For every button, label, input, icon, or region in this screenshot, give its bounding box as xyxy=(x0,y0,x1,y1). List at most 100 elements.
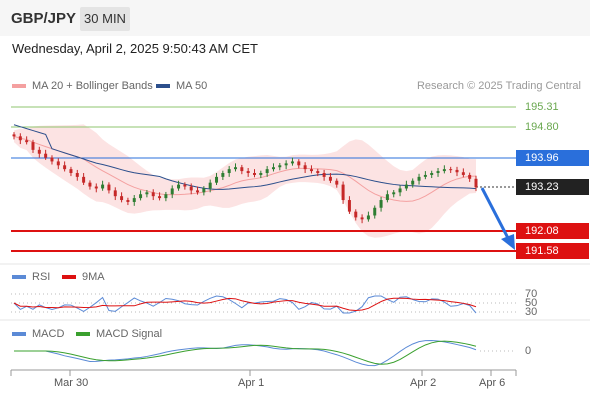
macd-line xyxy=(14,339,477,367)
legend-rsi-ma: 9MA xyxy=(62,271,105,283)
candle-body xyxy=(366,215,370,220)
candle-body xyxy=(234,167,238,170)
candle-body xyxy=(75,173,79,177)
candle-body xyxy=(341,184,345,201)
ma50-swatch-icon xyxy=(156,84,170,88)
legend-macd-label: MACD xyxy=(32,328,65,340)
legend-macd: MACD xyxy=(12,328,64,340)
bollinger-band-area xyxy=(14,124,476,238)
candle-body xyxy=(316,171,320,174)
candle-body xyxy=(215,176,219,183)
candle-body xyxy=(423,174,427,177)
pivot-label: 193.96 xyxy=(516,150,589,166)
candle-body xyxy=(31,142,35,150)
candle-body xyxy=(290,161,294,164)
legend-macd-signal: MACD Signal xyxy=(76,328,162,340)
rsi-30-label: 30 xyxy=(525,306,538,318)
credit-text: Research © 2025 Trading Central xyxy=(416,80,581,92)
candle-body xyxy=(44,153,48,158)
legend-rsi-label: RSI xyxy=(32,271,51,283)
forecast-arrow-icon xyxy=(480,187,515,250)
candle-body xyxy=(139,194,143,199)
legend-rsi: RSI xyxy=(12,271,50,283)
candle-body xyxy=(50,157,54,162)
rsi-70-label: 70 xyxy=(525,288,538,300)
x-tick-apr1: Apr 1 xyxy=(238,377,265,389)
instrument-title: GBP/JPY xyxy=(11,10,77,27)
timestamp: Wednesday, April 2, 2025 9:50:43 AM CET xyxy=(12,41,258,56)
legend-ma20-label: MA 20 + Bollinger Bands xyxy=(32,80,153,92)
legend-ma50-label: MA 50 xyxy=(176,80,208,92)
candle-body xyxy=(227,169,231,174)
candle-body xyxy=(158,196,162,199)
candle-body xyxy=(246,171,250,174)
candle-body xyxy=(284,163,288,166)
macd-signal-line xyxy=(14,340,477,365)
candle-body xyxy=(82,176,86,183)
candle-body xyxy=(69,169,73,174)
candle-body xyxy=(132,198,136,202)
resistance-2-label: 195.31 xyxy=(525,101,559,113)
resistance-1-label: 194.80 xyxy=(525,121,559,133)
macd-swatch-icon xyxy=(12,332,26,336)
bollinger-bands xyxy=(14,124,476,238)
candle-body xyxy=(25,140,29,143)
candle-body xyxy=(63,165,67,170)
legend-ma20: MA 20 + Bollinger Bands xyxy=(12,80,153,92)
legend-rsi-ma-label: 9MA xyxy=(82,271,105,283)
candle-body xyxy=(373,207,377,216)
rsi-ma-line xyxy=(13,297,477,311)
legend-ma50: MA 50 xyxy=(156,80,207,92)
candle-body xyxy=(12,134,16,137)
candle-body xyxy=(145,192,149,195)
candlesticks xyxy=(12,132,478,224)
candle-body xyxy=(303,165,307,170)
candle-body xyxy=(430,173,434,175)
candle-body xyxy=(88,182,92,187)
candle-body xyxy=(379,200,383,208)
candle-body xyxy=(126,200,130,202)
ma50-line xyxy=(13,124,477,190)
candle-body xyxy=(309,169,313,172)
timeframe-selector[interactable]: 30 MIN xyxy=(80,7,130,31)
candle-body xyxy=(101,184,105,189)
candle-body xyxy=(360,217,364,220)
candle-body xyxy=(436,171,440,174)
candle-body xyxy=(18,136,22,141)
macd-lines xyxy=(14,339,477,367)
candle-body xyxy=(328,176,332,181)
candle-body xyxy=(449,169,453,171)
candle-body xyxy=(404,184,408,189)
legend-macd-signal-label: MACD Signal xyxy=(96,328,163,340)
candle-body xyxy=(455,169,459,173)
candle-body xyxy=(398,188,402,193)
candle-body xyxy=(335,180,339,185)
candle-body xyxy=(208,182,212,189)
candle-body xyxy=(442,169,446,172)
candle-body xyxy=(411,180,415,185)
candle-body xyxy=(347,200,351,212)
ma20-line xyxy=(13,135,477,202)
candle-body xyxy=(297,161,301,166)
ma20-swatch-icon xyxy=(12,84,26,88)
candle-body xyxy=(37,149,41,154)
last-price-label: 193.23 xyxy=(516,179,589,195)
candle-body xyxy=(385,194,389,201)
x-tick-apr2: Apr 2 xyxy=(410,377,437,389)
candle-body xyxy=(221,173,225,177)
candle-body xyxy=(170,188,174,195)
candle-body xyxy=(94,186,98,189)
x-tick-apr6: Apr 6 xyxy=(479,377,506,389)
support-2-label: 191.58 xyxy=(516,243,589,259)
candle-body xyxy=(183,184,187,187)
rsi-lines xyxy=(13,295,477,314)
candle-body xyxy=(56,161,60,166)
candle-body xyxy=(189,186,193,191)
candle-body xyxy=(164,194,168,199)
candle-body xyxy=(151,192,155,197)
support-1-label: 192.08 xyxy=(516,223,589,239)
candle-body xyxy=(240,167,244,172)
candle-body xyxy=(278,165,282,168)
candle-body xyxy=(474,178,478,188)
macd-signal-swatch-icon xyxy=(76,332,90,336)
